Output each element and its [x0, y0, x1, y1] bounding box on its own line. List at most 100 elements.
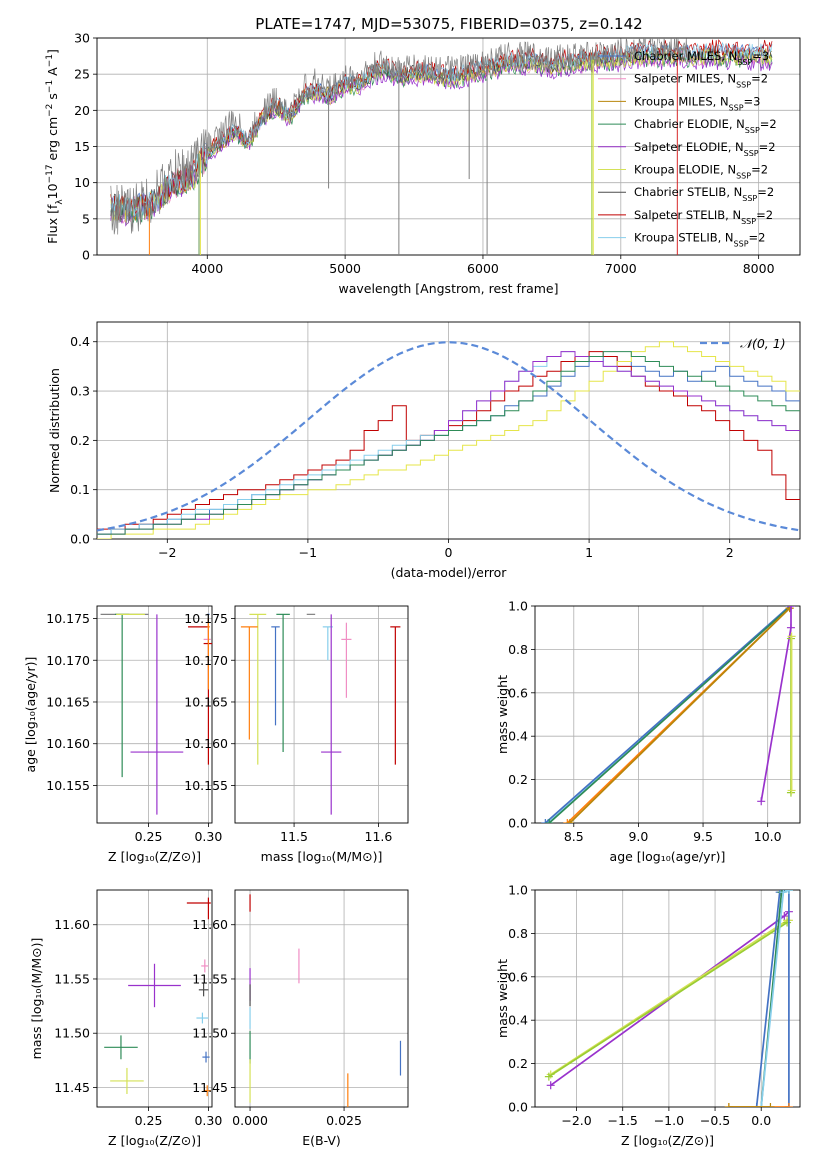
- cumulative-marker: [544, 1072, 553, 1081]
- mass_vs_EBV-ytick-label: 11.60: [192, 917, 228, 932]
- residuals-xtick-label: −1: [299, 545, 317, 560]
- age_vs_Z-xtick-label: 0.30: [194, 829, 222, 844]
- age_vs_Z-panel: 0.25 0.30 10.155 10.160 10.165 10.170 10.175 Z …: [23, 605, 222, 864]
- legend-label: Salpeter MILES, NSSP=2: [634, 72, 768, 90]
- cumulative_age-ytick-label: 0.4: [508, 729, 528, 744]
- cumulative_Z-xtick-label: 0.0: [751, 1113, 771, 1128]
- legend-sub: SSP: [745, 126, 760, 135]
- cumulative-marker: [786, 623, 795, 632]
- legend-sub: SSP: [744, 148, 759, 157]
- cumulative_age-ytick-label: 0.2: [508, 772, 528, 787]
- mass_vs_Z-ytick-label: 11.55: [54, 971, 90, 986]
- spectrum-plot-area: [110, 38, 773, 255]
- legend-sub: SSP: [737, 58, 752, 67]
- cumulative_age-xtick-label: 9.0: [628, 829, 648, 844]
- spectrum-model-line: [110, 44, 773, 223]
- cumulative-marker: [784, 890, 793, 894]
- age_vs_mass-ytick-label: 10.160: [184, 736, 228, 751]
- cumulative_Z-ylabel: mass weight: [495, 959, 510, 1038]
- cumulative_Z-xtick-label: −2.0: [561, 1113, 591, 1128]
- spectrum-ylabel-part: Flux [f: [45, 204, 60, 244]
- mass_vs_EBV-panel: 0.000 0.025 11.45 11.50 11.55 11.60 E(B-V): [192, 889, 409, 1148]
- gaussian-legend-label: 𝒩(0, 1): [740, 336, 786, 351]
- mass_vs_EBV-xtick-label: 0.000: [232, 1113, 268, 1128]
- residuals-panel: −2 −1 0 1 2 0.0 0.1 0.2 0.3 0.4 (data-model)/error…: [47, 321, 801, 580]
- age_vs_Z-xlabel: Z [log₁₀(Z/Z⊙)]: [108, 849, 201, 864]
- cumulative-line: [548, 921, 788, 1078]
- spectrum-ylabel-part: −1: [45, 80, 55, 93]
- age_vs_Z-ytick-label: 10.160: [46, 736, 90, 751]
- histogram-step: [97, 351, 800, 535]
- legend-sub: SSP: [734, 239, 749, 248]
- legend-sub: SSP: [736, 171, 751, 180]
- legend-name: Salpeter MILES, N: [634, 72, 736, 86]
- mass_vs_EBV-plot-area: [249, 894, 402, 1107]
- spectrum-xtick-label: 5000: [329, 261, 361, 276]
- spectrum-model-line: [110, 41, 773, 218]
- spectrum-ytick-label: 20: [74, 103, 90, 118]
- spectrum-ytick-label: 10: [74, 175, 90, 190]
- legend-name: Kroupa MILES, N: [634, 94, 729, 108]
- residuals-ytick-label: 0.4: [70, 334, 90, 349]
- cumulative_Z-frame: [534, 889, 801, 1108]
- mass_vs_EBV-ytick-label: 11.50: [192, 1026, 228, 1041]
- cumulative-line: [760, 606, 792, 802]
- cumulative_age-xlabel: age [log₁₀(age/yr)]: [610, 849, 726, 864]
- residuals-ytick-label: 0.3: [70, 384, 90, 399]
- legend-name: Kroupa STELIB, N: [634, 231, 734, 245]
- legend-suffix: =2: [756, 208, 773, 222]
- legend-name: Chabrier ELODIE, N: [634, 117, 745, 131]
- residuals-ylabel: Normed distribution: [47, 368, 62, 493]
- legend-name: Chabrier MILES, N: [634, 49, 737, 63]
- age_vs_mass-frame: [234, 605, 409, 824]
- legend-label: Salpeter STELIB, NSSP=2: [634, 208, 773, 226]
- age_vs_Z-ytick-label: 10.155: [46, 778, 90, 793]
- age_vs_mass-ytick-label: 10.165: [184, 694, 228, 709]
- spectrum-xtick-label: 6000: [467, 261, 499, 276]
- mass_vs_Z-panel: 0.25 0.30 11.45 11.50 11.55 11.60 Z [log₁₀(Z/Z…: [29, 889, 222, 1148]
- mass_vs_Z-frame: [96, 889, 213, 1108]
- mass_vs_EBV-ytick-label: 11.55: [192, 971, 228, 986]
- cumulative-marker: [545, 819, 554, 823]
- cumulative-marker: [546, 1081, 555, 1090]
- age_vs_Z-plot-area: [100, 613, 212, 815]
- legend-sub: SSP: [736, 80, 751, 89]
- cumulative-marker: [724, 1103, 733, 1107]
- mass_vs_Z-xtick-label: 0.30: [194, 1113, 222, 1128]
- mass_vs_Z-ylabel: mass [log₁₀(M/M⊙)]: [29, 938, 44, 1060]
- mass_vs_Z-ytick-label: 11.50: [54, 1026, 90, 1041]
- residuals-xtick-label: 0: [445, 545, 453, 560]
- age_vs_mass-ytick-label: 10.170: [184, 653, 228, 668]
- cumulative-marker: [787, 632, 796, 641]
- age_vs_Z-ytick-label: 10.175: [46, 611, 90, 626]
- cumulative_Z-plot-area: [544, 890, 793, 1107]
- spectrum-xtick-label: 7000: [605, 261, 637, 276]
- cumulative-marker: [779, 890, 788, 897]
- legend-suffix: =2: [759, 140, 776, 154]
- residuals-xtick-label: 1: [585, 545, 593, 560]
- age_vs_mass-xtick-label: 11.5: [280, 829, 308, 844]
- cumulative_Z-panel: −2.0 −1.5 −1.0 −0.5 0.0 0.0 0.2 0.4 0.6 0.8 1.0 Z […: [495, 883, 801, 1148]
- cumulative_Z-ytick-label: 0.4: [508, 1013, 528, 1028]
- spectrum-ytick-label: 25: [74, 67, 90, 82]
- spectrum-data-line: [110, 38, 691, 235]
- cumulative_Z-xtick-label: −1.0: [654, 1113, 684, 1128]
- mass_vs_EBV-ytick-label: 11.45: [192, 1080, 228, 1095]
- cumulative_Z-ytick-label: 0.6: [508, 969, 528, 984]
- residuals-ytick-label: 0.0: [70, 532, 90, 547]
- residuals-xtick-label: 2: [726, 545, 734, 560]
- cumulative_age-xtick-label: 8.5: [564, 829, 584, 844]
- cumulative-marker: [752, 1103, 761, 1107]
- cumulative_Z-ytick-label: 0.0: [508, 1100, 528, 1115]
- cumulative-line: [548, 606, 792, 823]
- age_vs_mass-xlabel: mass [log₁₀(M/M⊙)]: [261, 849, 383, 864]
- spectrum-ylabel-part: erg cm: [45, 117, 60, 165]
- legend-suffix: =3: [744, 94, 761, 108]
- cumulative_age-ytick-label: 0.8: [508, 642, 528, 657]
- age_vs_mass-ytick-label: 10.175: [184, 611, 228, 626]
- cumulative_age-frame: [534, 605, 801, 824]
- cumulative-marker: [785, 606, 794, 613]
- spectrum-ylabel-part: −2: [45, 104, 55, 117]
- age_vs_mass-ytick-label: 10.155: [184, 778, 228, 793]
